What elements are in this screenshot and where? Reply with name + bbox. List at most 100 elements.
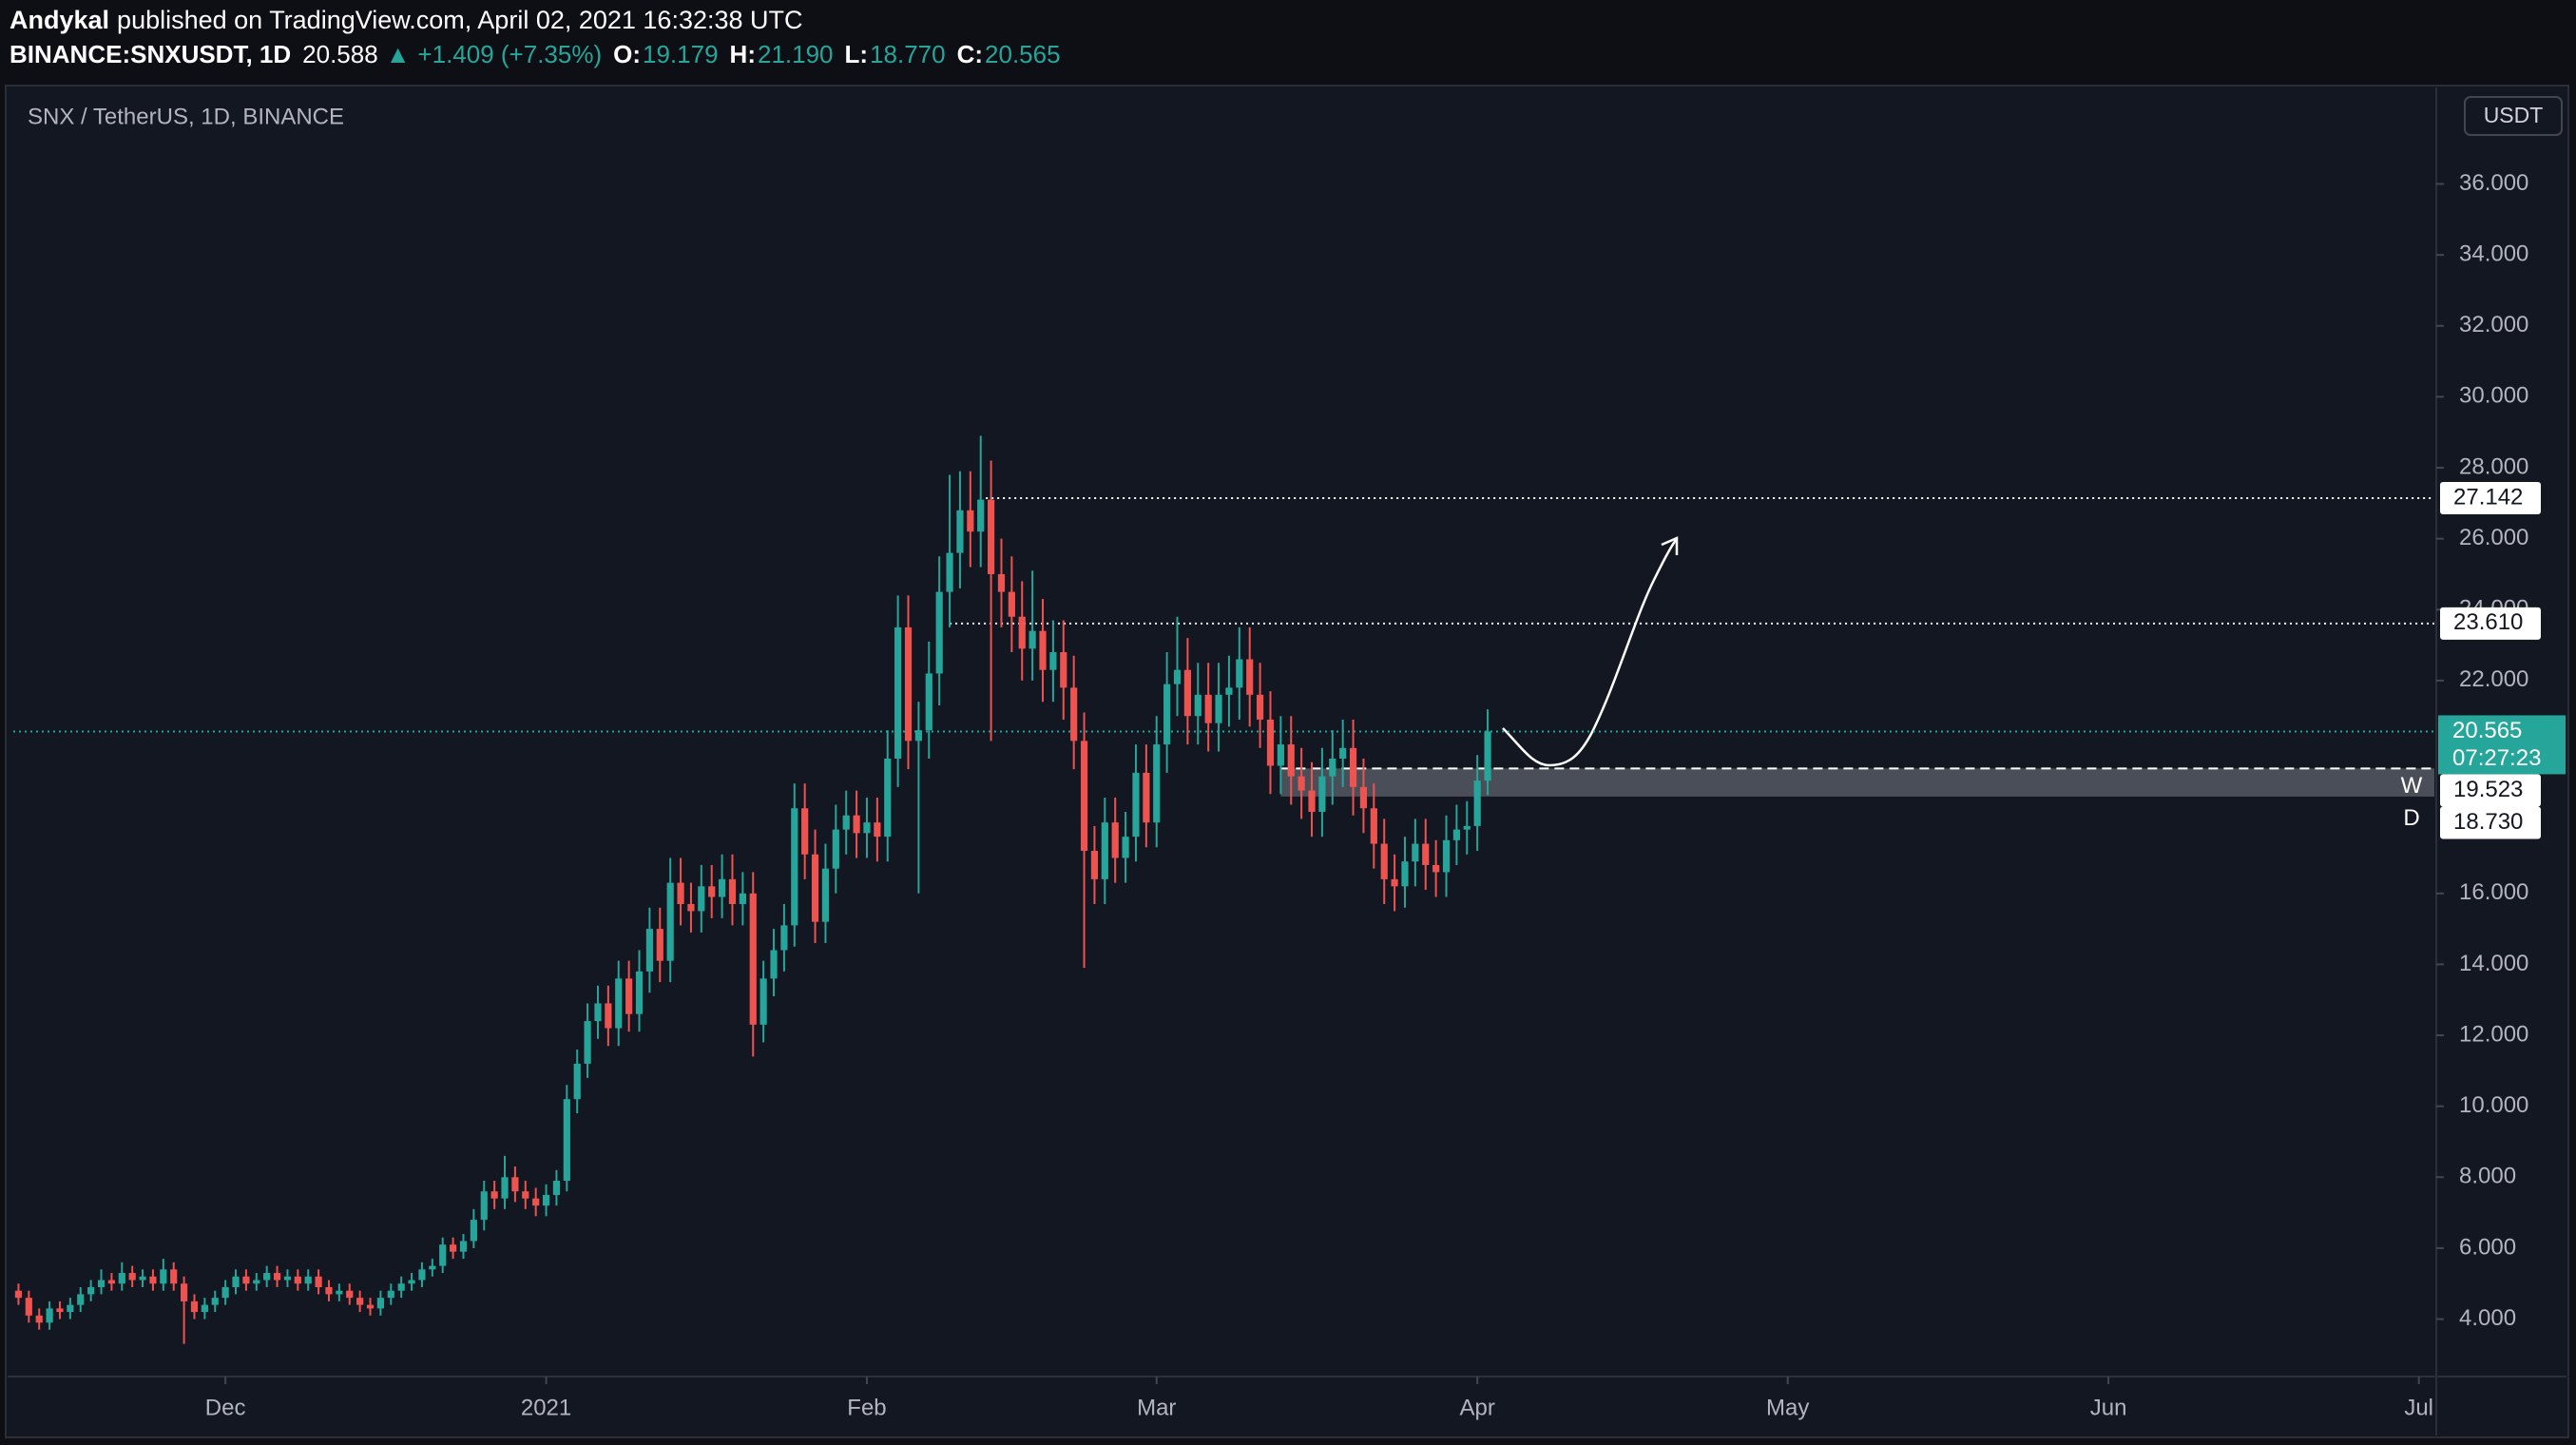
candle-body [635,971,644,1014]
candle-body [56,1308,64,1313]
x-tick-label: Jul [2404,1395,2433,1420]
level-box [2440,607,2541,640]
candle-body [397,1283,405,1291]
candle-body [728,878,737,904]
candle-body [1391,878,1398,887]
candle-body [584,1021,591,1064]
candle-body [666,882,674,961]
candle-body [997,573,1006,592]
currency-label[interactable]: USDT [2484,103,2544,127]
candle-body [904,626,913,742]
candle-body [1452,829,1460,840]
level-label: 19.523 [2453,777,2523,802]
candle-body [956,510,964,553]
y-tick-label: 10.000 [2459,1092,2528,1118]
candle-body [1163,684,1171,745]
candle-body [1090,851,1099,879]
countdown: 07:27:23 [2452,745,2541,771]
candle-body [501,1177,509,1199]
symbol-line: BINANCE:SNXUSDT, 1D 20.588 ▲ +1.409 (+7.35%… [10,40,1061,68]
candle-body [1194,694,1201,717]
candle-body [1173,669,1182,684]
candle-body [853,815,860,834]
candle-body [925,673,932,731]
candle-body [625,978,633,1014]
x-tick-label: Dec [205,1395,246,1420]
candle-body [181,1283,188,1301]
candle-body [1442,839,1451,873]
last: 20.588 [302,40,378,68]
candle-body [977,499,985,532]
candle-body [801,808,809,855]
candle-body [1484,731,1491,781]
candle-body [25,1298,32,1316]
candle-body [1349,747,1357,787]
x-tick-label: Jun [2090,1395,2127,1420]
candle-body [1049,652,1057,670]
candle-body [988,499,995,574]
candle-body [863,822,871,834]
ohlc-label: H: [730,40,756,68]
chart-panel [5,85,2569,1438]
y-tick-label: 30.000 [2459,383,2528,409]
candle-body [1308,790,1316,812]
candle-body [759,978,767,1025]
level-box [2440,806,2541,839]
last-price-label: 20.565 [2452,718,2522,743]
candle-body [1018,616,1026,649]
candle-body [780,925,788,951]
candle-body [1153,744,1161,823]
published: published on TradingView.com, April 02, … [117,6,802,34]
candle-body [211,1298,219,1305]
candle-body [832,829,839,869]
level-box [2440,482,2541,515]
candle-body [128,1273,136,1281]
last-price-box [2438,715,2566,775]
candle-body [1101,822,1108,879]
candle-body [356,1298,364,1305]
candle-body [107,1280,115,1284]
candle-body [283,1276,292,1281]
candle-body [387,1290,394,1299]
candle-body [1380,843,1388,879]
candle-body [294,1276,301,1284]
y-tick-label: 8.000 [2459,1164,2516,1189]
candle-body [170,1269,178,1284]
candle-body [87,1286,95,1295]
candle-body [1060,652,1067,688]
candle-body [1359,786,1368,809]
candle-body [139,1276,146,1281]
y-tick-label: 36.000 [2459,170,2528,196]
level-label: 23.610 [2453,609,2523,635]
drawn-arrow [1502,539,1678,767]
candle-body [470,1220,477,1242]
currency-button[interactable] [2464,96,2563,136]
candle-body [273,1273,281,1281]
candle-body [490,1191,498,1199]
candle-body [542,1194,550,1206]
candle-body [149,1276,157,1284]
candle-body [1122,837,1129,858]
y-tick-label: 28.000 [2459,453,2528,479]
candle-body [253,1280,260,1284]
candle-body [594,1003,602,1022]
candle-body [376,1298,384,1309]
candle-body [1225,687,1233,695]
level-tag: W [2401,773,2423,799]
candle-body [480,1191,488,1221]
candle-body [770,950,778,979]
candle-body [894,626,902,759]
candle-body [325,1286,333,1295]
candle-body [532,1198,540,1206]
candle-body [821,868,830,922]
candle-body [1463,825,1471,830]
symbol: BINANCE:SNXUSDT, 1D [10,40,291,68]
candle-body [573,1063,581,1100]
chart-legend: SNX / TetherUS, 1D, BINANCE [28,104,344,129]
x-tick-label: May [1766,1395,1809,1420]
y-tick-label: 4.000 [2459,1305,2516,1331]
candle-body [1183,669,1191,717]
candle-body [263,1273,271,1281]
